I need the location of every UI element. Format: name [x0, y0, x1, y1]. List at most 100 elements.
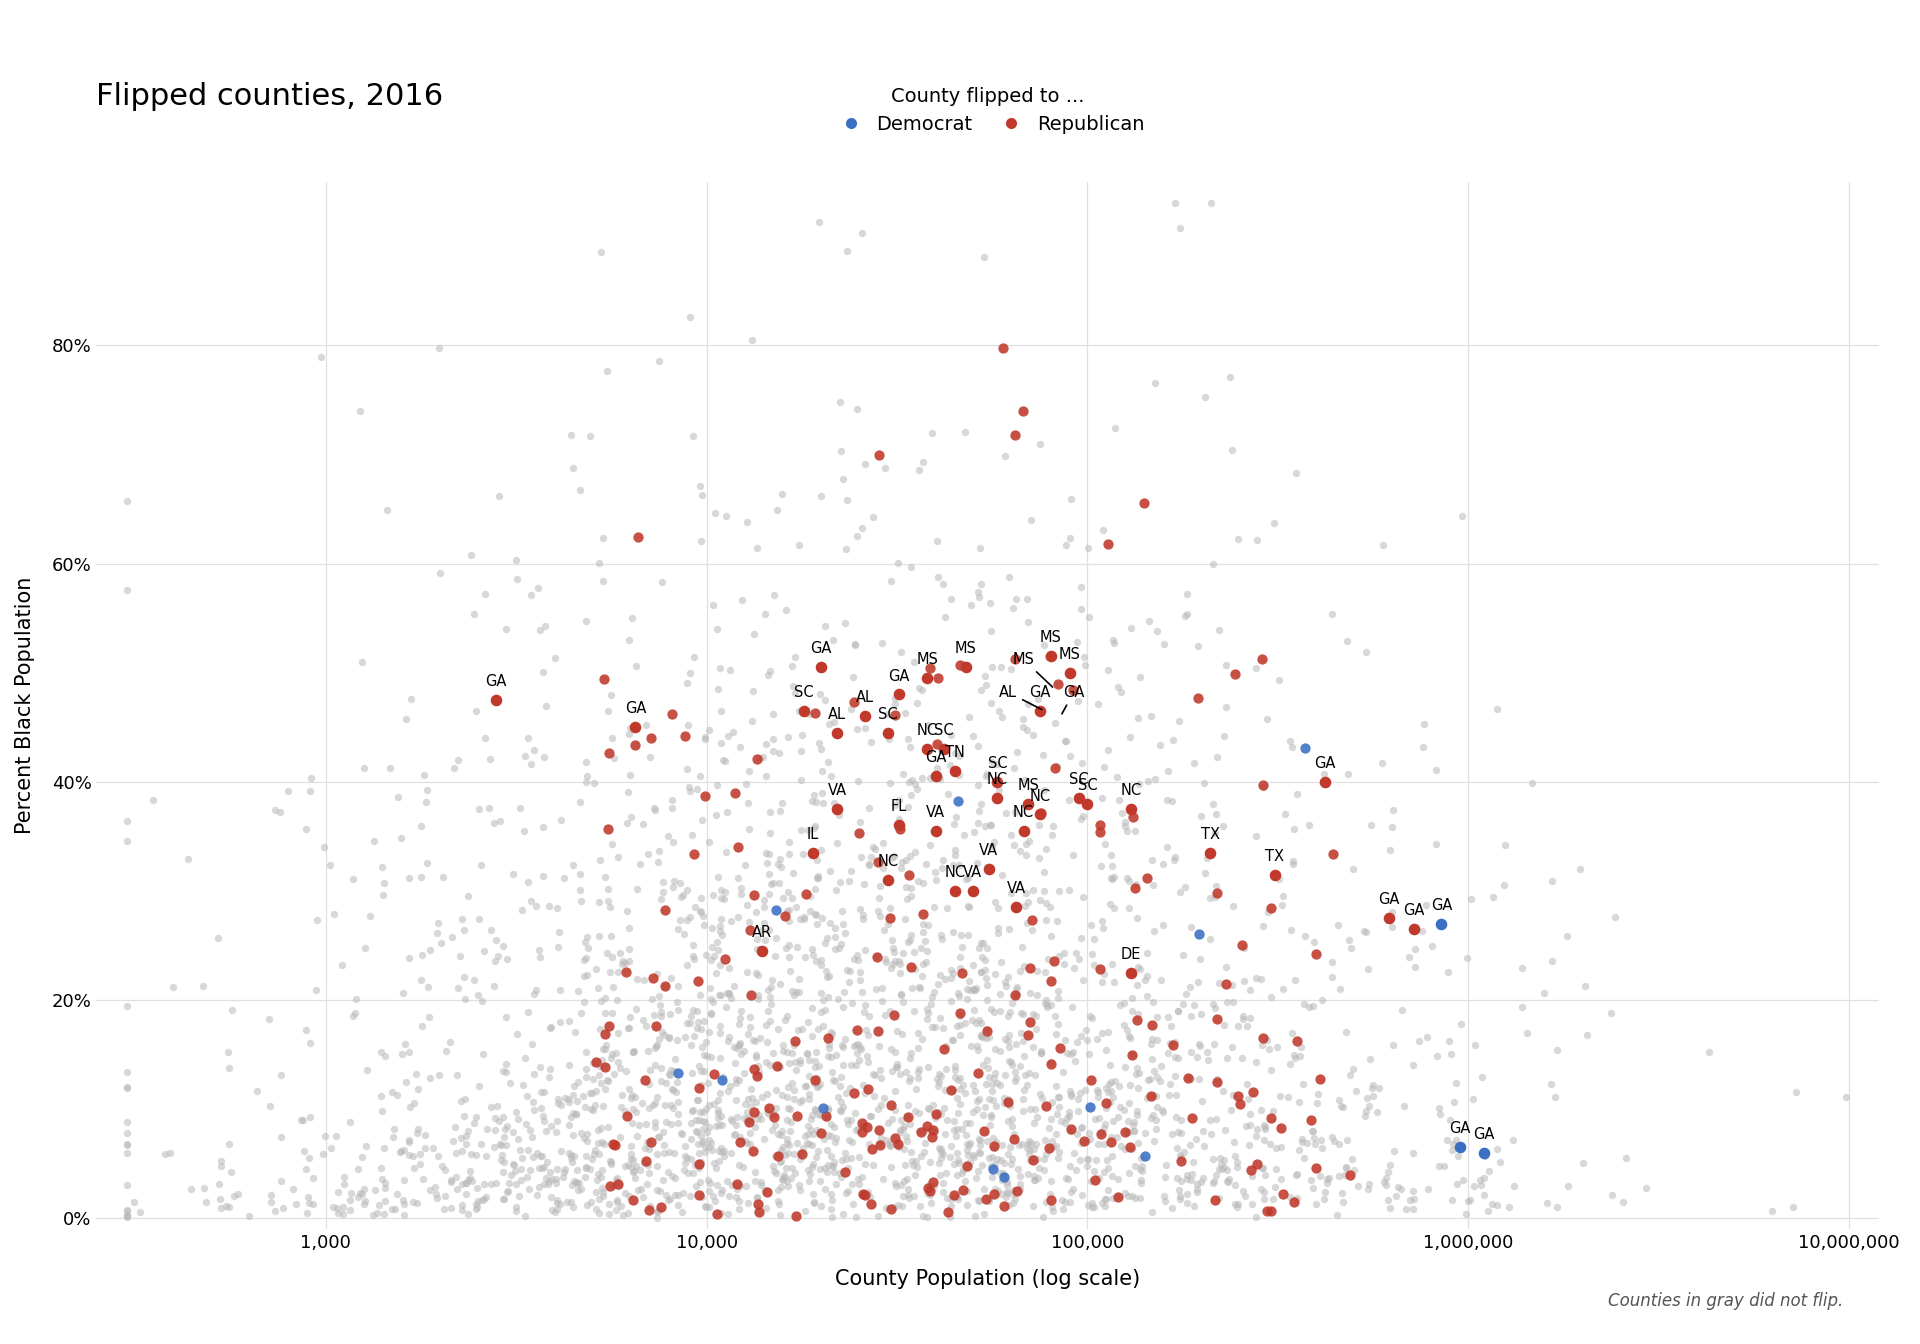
- Point: [705, 909, 735, 930]
- Point: [1069, 655, 1100, 676]
- Point: [947, 1163, 977, 1184]
- Point: [998, 1124, 1029, 1145]
- Point: [428, 866, 459, 887]
- Point: [1056, 488, 1087, 509]
- Point: [386, 1044, 417, 1066]
- Point: [536, 1016, 566, 1038]
- Point: [787, 1019, 818, 1040]
- Point: [1004, 1055, 1035, 1077]
- Point: [902, 778, 933, 800]
- Point: [826, 1167, 856, 1188]
- Point: [386, 828, 417, 849]
- Point: [1102, 676, 1133, 698]
- Point: [1089, 520, 1119, 542]
- Point: [668, 1183, 699, 1204]
- Point: [1830, 1086, 1860, 1107]
- Point: [449, 919, 480, 941]
- Point: [382, 1184, 413, 1206]
- Text: GA: GA: [1430, 898, 1452, 913]
- Point: [555, 425, 586, 446]
- Point: [636, 727, 666, 749]
- Point: [954, 1111, 985, 1133]
- Point: [1212, 1171, 1242, 1192]
- Point: [797, 943, 828, 965]
- Point: [490, 1118, 520, 1140]
- Point: [645, 1005, 676, 1027]
- Point: [1046, 1189, 1077, 1211]
- Point: [983, 898, 1014, 919]
- Point: [628, 1009, 659, 1031]
- Point: [559, 853, 589, 875]
- Point: [778, 655, 808, 676]
- Point: [920, 1107, 950, 1129]
- Point: [764, 742, 795, 763]
- Point: [415, 939, 445, 961]
- Point: [945, 957, 975, 978]
- Point: [1000, 984, 1031, 1005]
- Point: [265, 801, 296, 823]
- Point: [1121, 907, 1152, 929]
- Point: [772, 1077, 803, 1098]
- Point: [977, 1073, 1008, 1094]
- Point: [628, 1187, 659, 1208]
- Point: [1023, 847, 1054, 868]
- Point: [507, 1169, 538, 1191]
- Point: [482, 1172, 513, 1193]
- Point: [1304, 1083, 1334, 1105]
- Point: [501, 1023, 532, 1044]
- Point: [662, 1195, 693, 1216]
- Point: [1148, 1185, 1179, 1207]
- Point: [720, 1114, 751, 1136]
- Point: [620, 1101, 651, 1122]
- Point: [799, 1192, 829, 1214]
- Point: [482, 1095, 513, 1117]
- Point: [645, 1196, 676, 1218]
- Point: [1106, 1136, 1137, 1157]
- Point: [563, 1071, 593, 1093]
- Point: [987, 337, 1018, 359]
- Point: [1110, 814, 1140, 836]
- Point: [831, 1109, 862, 1130]
- Point: [298, 1193, 328, 1215]
- Point: [762, 853, 793, 875]
- Point: [847, 517, 877, 539]
- Point: [684, 765, 714, 786]
- Point: [463, 798, 493, 820]
- Point: [958, 1075, 989, 1097]
- Point: [870, 457, 900, 478]
- Point: [960, 980, 991, 1001]
- Point: [555, 1142, 586, 1164]
- Point: [444, 749, 474, 770]
- Point: [1100, 417, 1131, 438]
- Point: [415, 1067, 445, 1089]
- X-axis label: County Population (log scale): County Population (log scale): [835, 1269, 1140, 1289]
- Point: [611, 1101, 641, 1122]
- Point: [1110, 1122, 1140, 1144]
- Point: [972, 937, 1002, 958]
- Point: [1571, 1024, 1601, 1046]
- Point: [687, 905, 718, 926]
- Point: [659, 871, 689, 892]
- Point: [1240, 1206, 1271, 1227]
- Point: [649, 1142, 680, 1164]
- Point: [445, 1128, 476, 1149]
- Point: [998, 1128, 1029, 1149]
- Point: [810, 1179, 841, 1200]
- Point: [684, 1153, 714, 1175]
- Point: [783, 1020, 814, 1042]
- Point: [753, 852, 783, 874]
- Point: [977, 1134, 1008, 1156]
- Point: [1188, 1120, 1219, 1141]
- Point: [1020, 1133, 1050, 1154]
- Point: [707, 887, 737, 909]
- Point: [695, 1001, 726, 1023]
- Point: [601, 989, 632, 1011]
- Point: [1281, 1048, 1311, 1070]
- Point: [962, 735, 993, 757]
- Point: [962, 1161, 993, 1183]
- Point: [935, 754, 966, 775]
- Point: [755, 844, 785, 866]
- Point: [733, 761, 764, 782]
- Point: [818, 711, 849, 732]
- Point: [641, 964, 672, 985]
